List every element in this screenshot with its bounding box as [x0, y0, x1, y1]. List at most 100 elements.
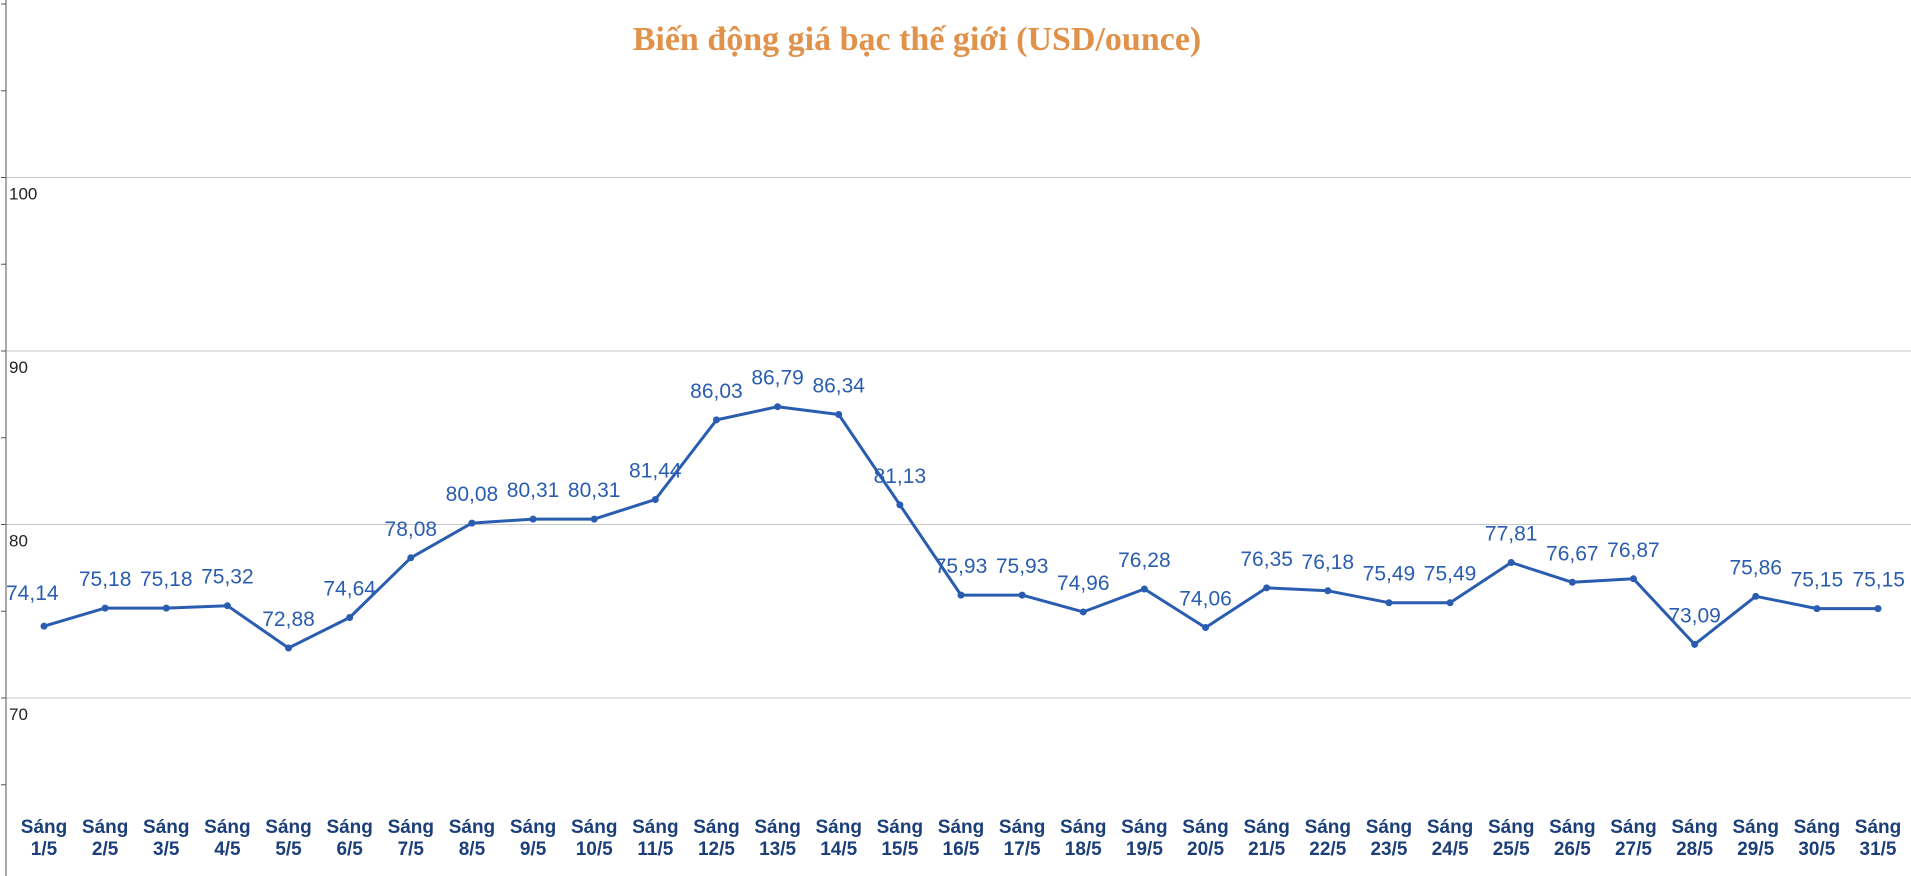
data-point-16 [957, 591, 965, 599]
data-label-31: 75,15 [1852, 569, 1905, 592]
data-label-3: 75,18 [140, 568, 193, 591]
data-point-6 [346, 613, 354, 621]
x-tick-label-line1-29: Sáng [1733, 817, 1779, 838]
x-tick-label-line2-27: 27/5 [1615, 839, 1652, 860]
x-tick-label-line1-4: Sáng [204, 817, 250, 838]
x-tick-label-line1-16: Sáng [938, 817, 984, 838]
data-point-18 [1079, 608, 1087, 616]
y-tick-label-70: 70 [9, 705, 28, 724]
x-tick-label-line1-25: Sáng [1488, 817, 1534, 838]
data-point-21 [1263, 584, 1271, 592]
x-tick-label-line2-9: 9/5 [520, 839, 547, 860]
data-points [40, 403, 1882, 652]
x-tick-label-line2-2: 2/5 [92, 839, 119, 860]
y-tick-label-100: 100 [9, 185, 37, 204]
data-label-10: 80,31 [568, 479, 621, 502]
x-tick-label-line2-26: 26/5 [1554, 839, 1591, 860]
x-tick-label-line2-23: 23/5 [1370, 839, 1407, 860]
x-tick-label-line2-19: 19/5 [1126, 839, 1163, 860]
x-tick-label-line1-2: Sáng [82, 817, 128, 838]
data-label-11: 81,44 [629, 460, 682, 483]
x-tick-label-line1-20: Sáng [1182, 817, 1228, 838]
x-tick-label-line1-23: Sáng [1366, 817, 1412, 838]
data-label-21: 76,35 [1240, 548, 1293, 571]
data-point-3 [162, 604, 170, 612]
data-point-4 [223, 602, 231, 610]
data-labels: 74,14 75,18 75,18 75,32 72,88 74,64 78,08 80,08… [6, 367, 1905, 631]
x-tick-label-line1-7: Sáng [388, 817, 434, 838]
y-tick-label-80: 80 [9, 532, 28, 551]
x-tick-label-line1-19: Sáng [1121, 817, 1167, 838]
data-label-7: 78,08 [385, 518, 438, 541]
x-tick-label-line1-28: Sáng [1671, 817, 1717, 838]
data-point-28 [1691, 640, 1699, 648]
data-label-2: 75,18 [79, 568, 132, 591]
x-tick-label-line1-26: Sáng [1549, 817, 1595, 838]
data-point-8 [468, 519, 476, 527]
data-point-13 [774, 403, 782, 411]
x-tick-label-line2-20: 20/5 [1187, 839, 1224, 860]
data-point-31 [1874, 605, 1882, 613]
x-tick-label-line2-30: 30/5 [1798, 839, 1835, 860]
x-tick-label-line2-1: 1/5 [31, 839, 58, 860]
x-tick-label-line2-15: 15/5 [881, 839, 918, 860]
data-label-16: 75,93 [935, 555, 988, 578]
data-label-9: 80,31 [507, 479, 560, 502]
data-point-19 [1140, 585, 1148, 593]
data-point-5 [285, 644, 293, 652]
data-point-7 [407, 554, 415, 562]
x-tick-label-line1-21: Sáng [1243, 817, 1289, 838]
data-label-15: 81,13 [874, 465, 927, 488]
data-point-27 [1629, 575, 1637, 583]
x-tick-label-line1-14: Sáng [816, 817, 862, 838]
x-tick-label-line2-29: 29/5 [1737, 839, 1774, 860]
data-point-30 [1813, 605, 1821, 613]
data-point-29 [1752, 592, 1760, 600]
x-tick-label-line1-31: Sáng [1855, 817, 1901, 838]
data-label-4: 75,32 [201, 566, 254, 589]
x-tick-label-line2-14: 14/5 [820, 839, 857, 860]
x-tick-label-line2-24: 24/5 [1432, 839, 1469, 860]
data-label-26: 76,67 [1546, 542, 1599, 565]
data-label-27: 76,87 [1607, 539, 1660, 562]
x-tick-label-line2-21: 21/5 [1248, 839, 1285, 860]
data-label-28: 73,09 [1668, 604, 1721, 627]
chart-title: Biến động giá bạc thế giới (USD/ounce) [633, 21, 1202, 58]
data-label-18: 74,96 [1057, 572, 1110, 595]
x-tick-label-line1-30: Sáng [1794, 817, 1840, 838]
x-tick-label-line1-27: Sáng [1610, 817, 1656, 838]
data-label-20: 74,06 [1179, 588, 1232, 611]
x-tick-label-line1-18: Sáng [1060, 817, 1106, 838]
data-point-26 [1568, 578, 1576, 586]
data-point-17 [1018, 591, 1026, 599]
data-label-6: 74,64 [323, 577, 376, 600]
x-tick-label-line1-5: Sáng [265, 817, 311, 838]
x-tick-label-line2-5: 5/5 [275, 839, 302, 860]
data-label-24: 75,49 [1424, 563, 1477, 586]
x-tick-label-line2-3: 3/5 [153, 839, 180, 860]
x-tick-label-line1-10: Sáng [571, 817, 617, 838]
data-label-8: 80,08 [446, 483, 499, 506]
x-tick-label-line2-6: 6/5 [336, 839, 363, 860]
data-point-14 [835, 411, 843, 419]
data-label-22: 76,18 [1302, 551, 1355, 574]
x-tick-label-line1-3: Sáng [143, 817, 189, 838]
data-point-11 [651, 496, 659, 504]
y-tick-label-90: 90 [9, 358, 28, 377]
data-point-25 [1507, 558, 1515, 566]
x-tick-label-line2-28: 28/5 [1676, 839, 1713, 860]
x-tick-label-line1-22: Sáng [1305, 817, 1351, 838]
data-point-24 [1446, 599, 1454, 607]
data-label-14: 86,34 [812, 375, 865, 398]
x-tick-label-line2-12: 12/5 [698, 839, 735, 860]
data-label-30: 75,15 [1791, 569, 1844, 592]
x-tick-label-line1-15: Sáng [877, 817, 923, 838]
data-point-2 [101, 604, 109, 612]
data-label-23: 75,49 [1363, 563, 1416, 586]
x-tick-label-line1-11: Sáng [632, 817, 678, 838]
x-tick-label-line1-13: Sáng [754, 817, 800, 838]
x-tick-label-line2-22: 22/5 [1309, 839, 1346, 860]
x-tick-label-line2-10: 10/5 [576, 839, 613, 860]
data-label-5: 72,88 [262, 608, 315, 631]
